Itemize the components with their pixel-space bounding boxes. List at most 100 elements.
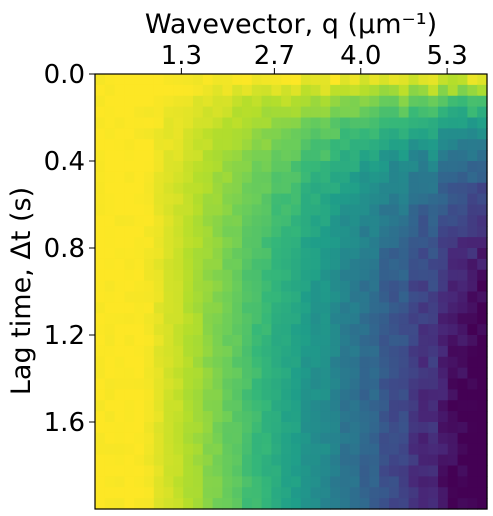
- heatmap-cell: [173, 150, 184, 162]
- heatmap-cell: [173, 106, 184, 119]
- heatmap-cell: [369, 117, 380, 129]
- heatmap-cell: [242, 378, 253, 390]
- heatmap-cell: [251, 128, 263, 140]
- heatmap-cell: [193, 302, 204, 314]
- heatmap-cell: [242, 248, 253, 260]
- heatmap-cell: [447, 454, 459, 467]
- heatmap-cell: [467, 367, 478, 380]
- heatmap-cell: [114, 150, 125, 162]
- heatmap-cell: [477, 139, 488, 151]
- heatmap-cell: [291, 74, 302, 86]
- heatmap-cell: [163, 345, 174, 358]
- heatmap-cell: [104, 139, 116, 151]
- heatmap-cell: [398, 335, 410, 347]
- heatmap-cell: [447, 117, 459, 129]
- heatmap-cell: [281, 269, 292, 282]
- heatmap-cell: [310, 74, 321, 86]
- heatmap-cell: [359, 128, 370, 140]
- heatmap-cell: [291, 128, 302, 140]
- heatmap-cell: [251, 432, 263, 445]
- heatmap-cell: [124, 106, 135, 119]
- heatmap-cell: [163, 106, 174, 119]
- heatmap-cell: [153, 74, 165, 86]
- heatmap-cell: [389, 345, 400, 358]
- heatmap-cell: [310, 215, 321, 227]
- heatmap-cell: [183, 324, 194, 336]
- heatmap-cell: [320, 400, 331, 412]
- heatmap-cell: [408, 171, 419, 184]
- heatmap-cell: [438, 465, 449, 477]
- heatmap-cell: [95, 400, 106, 412]
- heatmap-cell: [330, 84, 341, 97]
- heatmap-cell: [124, 215, 135, 227]
- heatmap-cell: [114, 324, 125, 336]
- heatmap-cell: [398, 117, 410, 129]
- heatmap-cell: [457, 487, 468, 499]
- heatmap-cell: [232, 335, 243, 347]
- heatmap-cell: [251, 204, 263, 216]
- heatmap-cell: [222, 84, 233, 97]
- heatmap-cell: [477, 313, 488, 325]
- heatmap-cell: [369, 95, 380, 108]
- heatmap-cell: [134, 367, 145, 380]
- heatmap-cell: [457, 345, 468, 358]
- heatmap-cell: [300, 280, 312, 293]
- heatmap-cell: [418, 422, 429, 434]
- heatmap-cell: [398, 389, 410, 401]
- heatmap-cell: [144, 150, 155, 162]
- heatmap-cell: [134, 171, 145, 184]
- heatmap-cell: [389, 324, 400, 336]
- heatmap-cell: [124, 313, 135, 325]
- heatmap-cell: [124, 182, 135, 195]
- heatmap-cell: [428, 139, 439, 151]
- heatmap-cell: [359, 237, 370, 249]
- heatmap-cell: [95, 313, 106, 325]
- heatmap-cell: [428, 161, 439, 173]
- heatmap-cell: [389, 389, 400, 401]
- heatmap-cell: [261, 161, 272, 173]
- y-axis-label: Lag time, Δt (s): [6, 187, 37, 395]
- heatmap-cell: [144, 226, 155, 238]
- heatmap-cell: [457, 237, 468, 249]
- heatmap-cell: [467, 411, 478, 423]
- heatmap-cell: [379, 378, 390, 390]
- heatmap-cell: [212, 476, 223, 488]
- heatmap-cell: [291, 302, 302, 314]
- heatmap-cell: [144, 248, 155, 260]
- heatmap-cell: [124, 335, 135, 347]
- heatmap-cell: [379, 150, 390, 162]
- heatmap-cell: [369, 400, 380, 412]
- heatmap-cell: [222, 128, 233, 140]
- heatmap-cell: [467, 302, 478, 314]
- heatmap-cell: [163, 335, 174, 347]
- heatmap-cell: [173, 128, 184, 140]
- heatmap-cell: [202, 280, 214, 293]
- heatmap-cell: [153, 356, 165, 369]
- heatmap-cell: [379, 84, 390, 97]
- heatmap-cell: [212, 182, 223, 195]
- heatmap-cell: [457, 378, 468, 390]
- heatmap-cell: [340, 226, 351, 238]
- heatmap-cell: [163, 280, 174, 293]
- heatmap-cell: [202, 237, 214, 249]
- heatmap-cell: [183, 95, 194, 108]
- heatmap-cell: [447, 161, 459, 173]
- heatmap-cell: [359, 106, 370, 119]
- heatmap-cell: [467, 193, 478, 206]
- heatmap-cell: [330, 74, 341, 86]
- heatmap-cell: [300, 269, 312, 282]
- heatmap-cell: [163, 498, 174, 510]
- heatmap-cell: [418, 106, 429, 119]
- heatmap-cell: [163, 182, 174, 195]
- heatmap-cell: [340, 498, 351, 510]
- heatmap-cell: [320, 367, 331, 380]
- heatmap-cell: [173, 171, 184, 184]
- heatmap-cell: [281, 215, 292, 227]
- heatmap-cell: [408, 400, 419, 412]
- heatmap-cell: [153, 324, 165, 336]
- heatmap-cell: [114, 313, 125, 325]
- heatmap-cell: [163, 378, 174, 390]
- heatmap-cell: [232, 422, 243, 434]
- heatmap-cell: [447, 171, 459, 184]
